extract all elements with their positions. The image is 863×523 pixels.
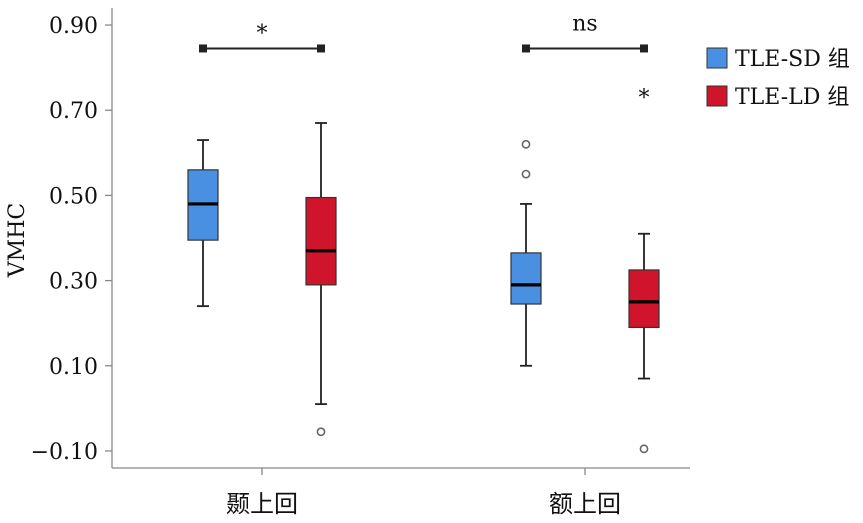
y-tick-label: −0.10: [31, 440, 98, 465]
outlier-point: [316, 427, 326, 437]
legend-swatch: [706, 47, 728, 69]
box-sd-0: [187, 139, 219, 308]
x-category-label: 额上回: [549, 490, 621, 518]
significance-label: ns: [572, 11, 597, 36]
significance-label: *: [257, 21, 268, 46]
extreme-point: *: [639, 86, 650, 111]
significance-end: [199, 44, 207, 53]
y-axis-title: VMHC: [5, 203, 30, 278]
legend-label: TLE-SD 组: [735, 47, 850, 72]
box-sd-1: [510, 139, 542, 367]
y-tick-label: 0.70: [49, 99, 98, 124]
legend-swatch: [706, 85, 728, 107]
x-category-label: 颞上回: [226, 490, 298, 518]
legend-label: TLE-LD 组: [735, 85, 849, 110]
y-tick-label: 0.30: [49, 270, 98, 295]
iqr-box: [510, 252, 542, 305]
significance-end: [317, 44, 325, 53]
box-ld-0: [305, 122, 337, 437]
axes-layer: −0.10 0.10 0.30 0.50 0.70 0.90 VMHC 颞上回 额上回: [5, 8, 690, 518]
box-ld-1: *: [628, 86, 660, 454]
significance-end: [640, 44, 648, 53]
legend: TLE-SD 组 TLE-LD 组: [706, 47, 850, 110]
iqr-box: [628, 269, 660, 329]
marks-layer: * * ns: [187, 11, 660, 454]
y-tick-label: 0.90: [49, 14, 98, 39]
outlier-point: [639, 444, 649, 454]
significance-end: [522, 44, 530, 53]
iqr-box: [305, 196, 337, 286]
outlier-point: [521, 139, 531, 149]
y-tick-label: 0.10: [49, 355, 98, 380]
outlier-point: [521, 169, 531, 179]
y-tick-label: 0.50: [49, 184, 98, 209]
